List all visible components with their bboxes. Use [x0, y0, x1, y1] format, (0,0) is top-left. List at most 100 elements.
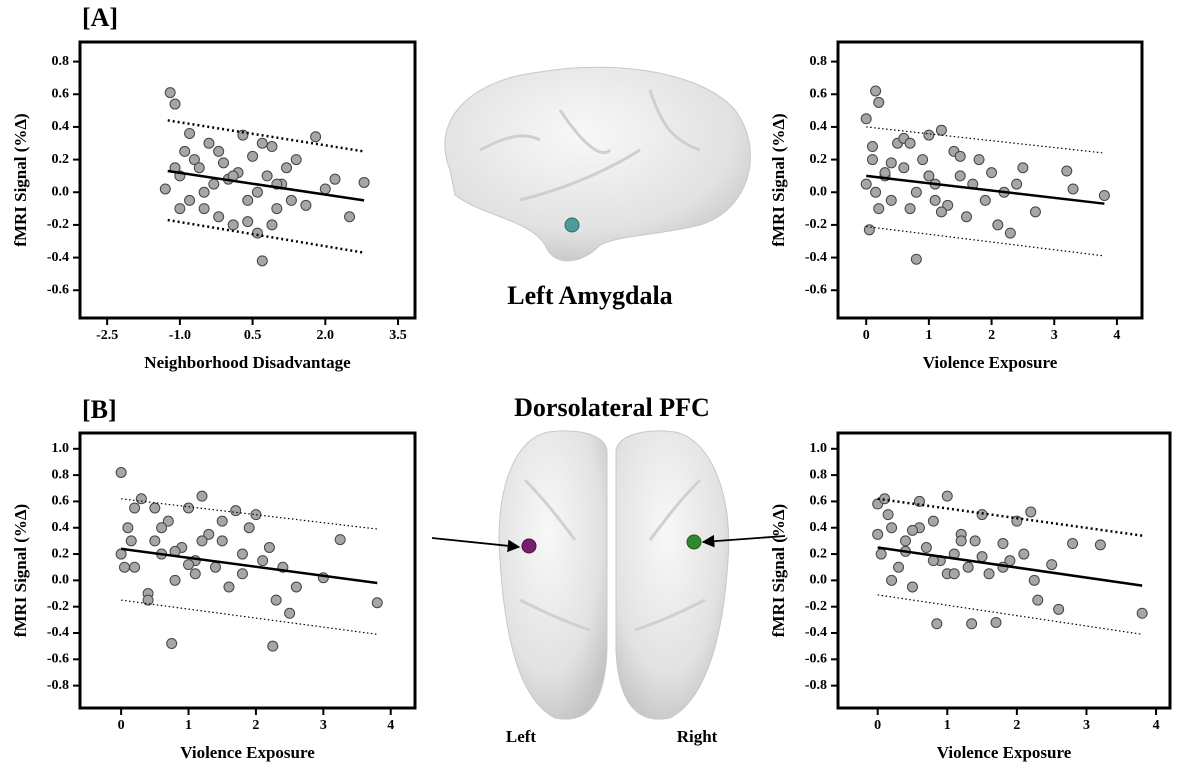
confidence-line — [167, 119, 365, 153]
y-tick-label: 0.2 — [52, 546, 70, 561]
data-point — [247, 150, 259, 162]
data-point — [1094, 539, 1106, 551]
data-point — [216, 515, 228, 527]
data-point — [986, 167, 998, 179]
x-axis-label: Violence Exposure — [180, 743, 315, 762]
data-point — [263, 541, 275, 553]
data-point — [1011, 515, 1023, 527]
x-tick-label: 2 — [252, 718, 259, 733]
x-tick-label: 3.5 — [389, 328, 407, 343]
data-point — [208, 178, 220, 190]
data-point — [941, 490, 953, 502]
data-point — [1067, 183, 1079, 195]
data-point — [879, 167, 891, 179]
data-point — [169, 574, 181, 586]
data-point — [885, 157, 897, 169]
x-tick-label: 4 — [387, 718, 394, 733]
y-tick-label: -0.8 — [805, 678, 827, 693]
y-tick-label: 0.0 — [810, 573, 828, 588]
data-point — [873, 96, 885, 108]
x-tick-label: 4 — [1153, 718, 1160, 733]
data-point — [954, 150, 966, 162]
data-point — [203, 528, 215, 540]
fit-line — [877, 546, 1143, 587]
region-label: Left Amygdala — [507, 281, 672, 310]
data-point — [1004, 227, 1016, 239]
y-tick-label: -0.6 — [47, 282, 69, 297]
y-axis-label: fMRI Signal (%Δ) — [11, 113, 30, 246]
data-point — [927, 515, 939, 527]
data-point — [334, 534, 346, 546]
data-point — [1017, 162, 1029, 174]
data-point — [1028, 574, 1040, 586]
x-tick-label: 3 — [320, 718, 327, 733]
data-point — [261, 170, 273, 182]
hemisphere-label: Left — [506, 727, 537, 746]
y-axis-label: fMRI Signal (%Δ) — [11, 504, 30, 637]
x-axis-label: Violence Exposure — [923, 353, 1058, 372]
data-point — [1067, 538, 1079, 550]
data-point — [237, 129, 249, 141]
y-tick-label: -0.2 — [47, 599, 69, 614]
data-point — [948, 568, 960, 580]
data-point — [290, 154, 302, 166]
data-point — [875, 548, 887, 560]
x-axis-label: Violence Exposure — [937, 743, 1072, 762]
data-point — [129, 502, 141, 514]
data-point — [256, 255, 268, 267]
x-tick-label: 2.0 — [317, 328, 335, 343]
data-point — [189, 568, 201, 580]
y-tick-label: 0.2 — [52, 152, 70, 167]
data-point — [1053, 603, 1065, 615]
data-point — [860, 113, 872, 125]
data-point — [1029, 206, 1041, 218]
data-point — [115, 466, 127, 478]
x-tick-label: 3 — [1051, 328, 1058, 343]
data-point — [886, 522, 898, 534]
x-tick-label: 3 — [1083, 718, 1090, 733]
fit-line — [120, 547, 378, 585]
data-point — [1011, 178, 1023, 190]
data-point — [992, 219, 1004, 231]
data-point — [203, 137, 215, 149]
data-point — [230, 505, 242, 517]
data-point — [885, 194, 897, 206]
data-point — [329, 173, 341, 185]
data-point — [198, 186, 210, 198]
data-point — [960, 211, 972, 223]
y-tick-label: 0.0 — [810, 184, 828, 199]
plot-frame — [836, 40, 1144, 320]
region-label: Dorsolateral PFC — [514, 393, 710, 422]
plot-frame — [78, 431, 417, 710]
data-point — [955, 535, 967, 547]
data-point — [904, 137, 916, 149]
data-point — [159, 183, 171, 195]
data-point — [917, 154, 929, 166]
data-point — [910, 186, 922, 198]
data-point — [300, 199, 312, 211]
data-point — [870, 186, 882, 198]
data-point — [906, 524, 918, 536]
x-tick-label: -1.0 — [169, 328, 191, 343]
plot-frame — [78, 40, 417, 320]
data-point — [358, 176, 370, 188]
data-point — [164, 87, 176, 99]
data-point — [156, 522, 168, 534]
data-point — [923, 129, 935, 141]
x-tick-label: 4 — [1113, 328, 1120, 343]
x-tick-label: 1 — [185, 718, 192, 733]
data-point — [1061, 165, 1073, 177]
y-tick-label: 0.4 — [810, 119, 828, 134]
y-tick-label: 0.8 — [52, 467, 70, 482]
y-tick-label: 0.6 — [52, 86, 70, 101]
confidence-line — [877, 594, 1143, 635]
data-point — [188, 154, 200, 166]
data-point — [882, 509, 894, 521]
y-axis-label: fMRI Signal (%Δ) — [769, 504, 788, 637]
data-point — [115, 548, 127, 560]
y-tick-label: 0.2 — [810, 152, 828, 167]
y-tick-label: 1.0 — [810, 441, 828, 456]
x-tick-label: 0 — [863, 328, 870, 343]
data-point — [866, 154, 878, 166]
data-point — [863, 224, 875, 236]
